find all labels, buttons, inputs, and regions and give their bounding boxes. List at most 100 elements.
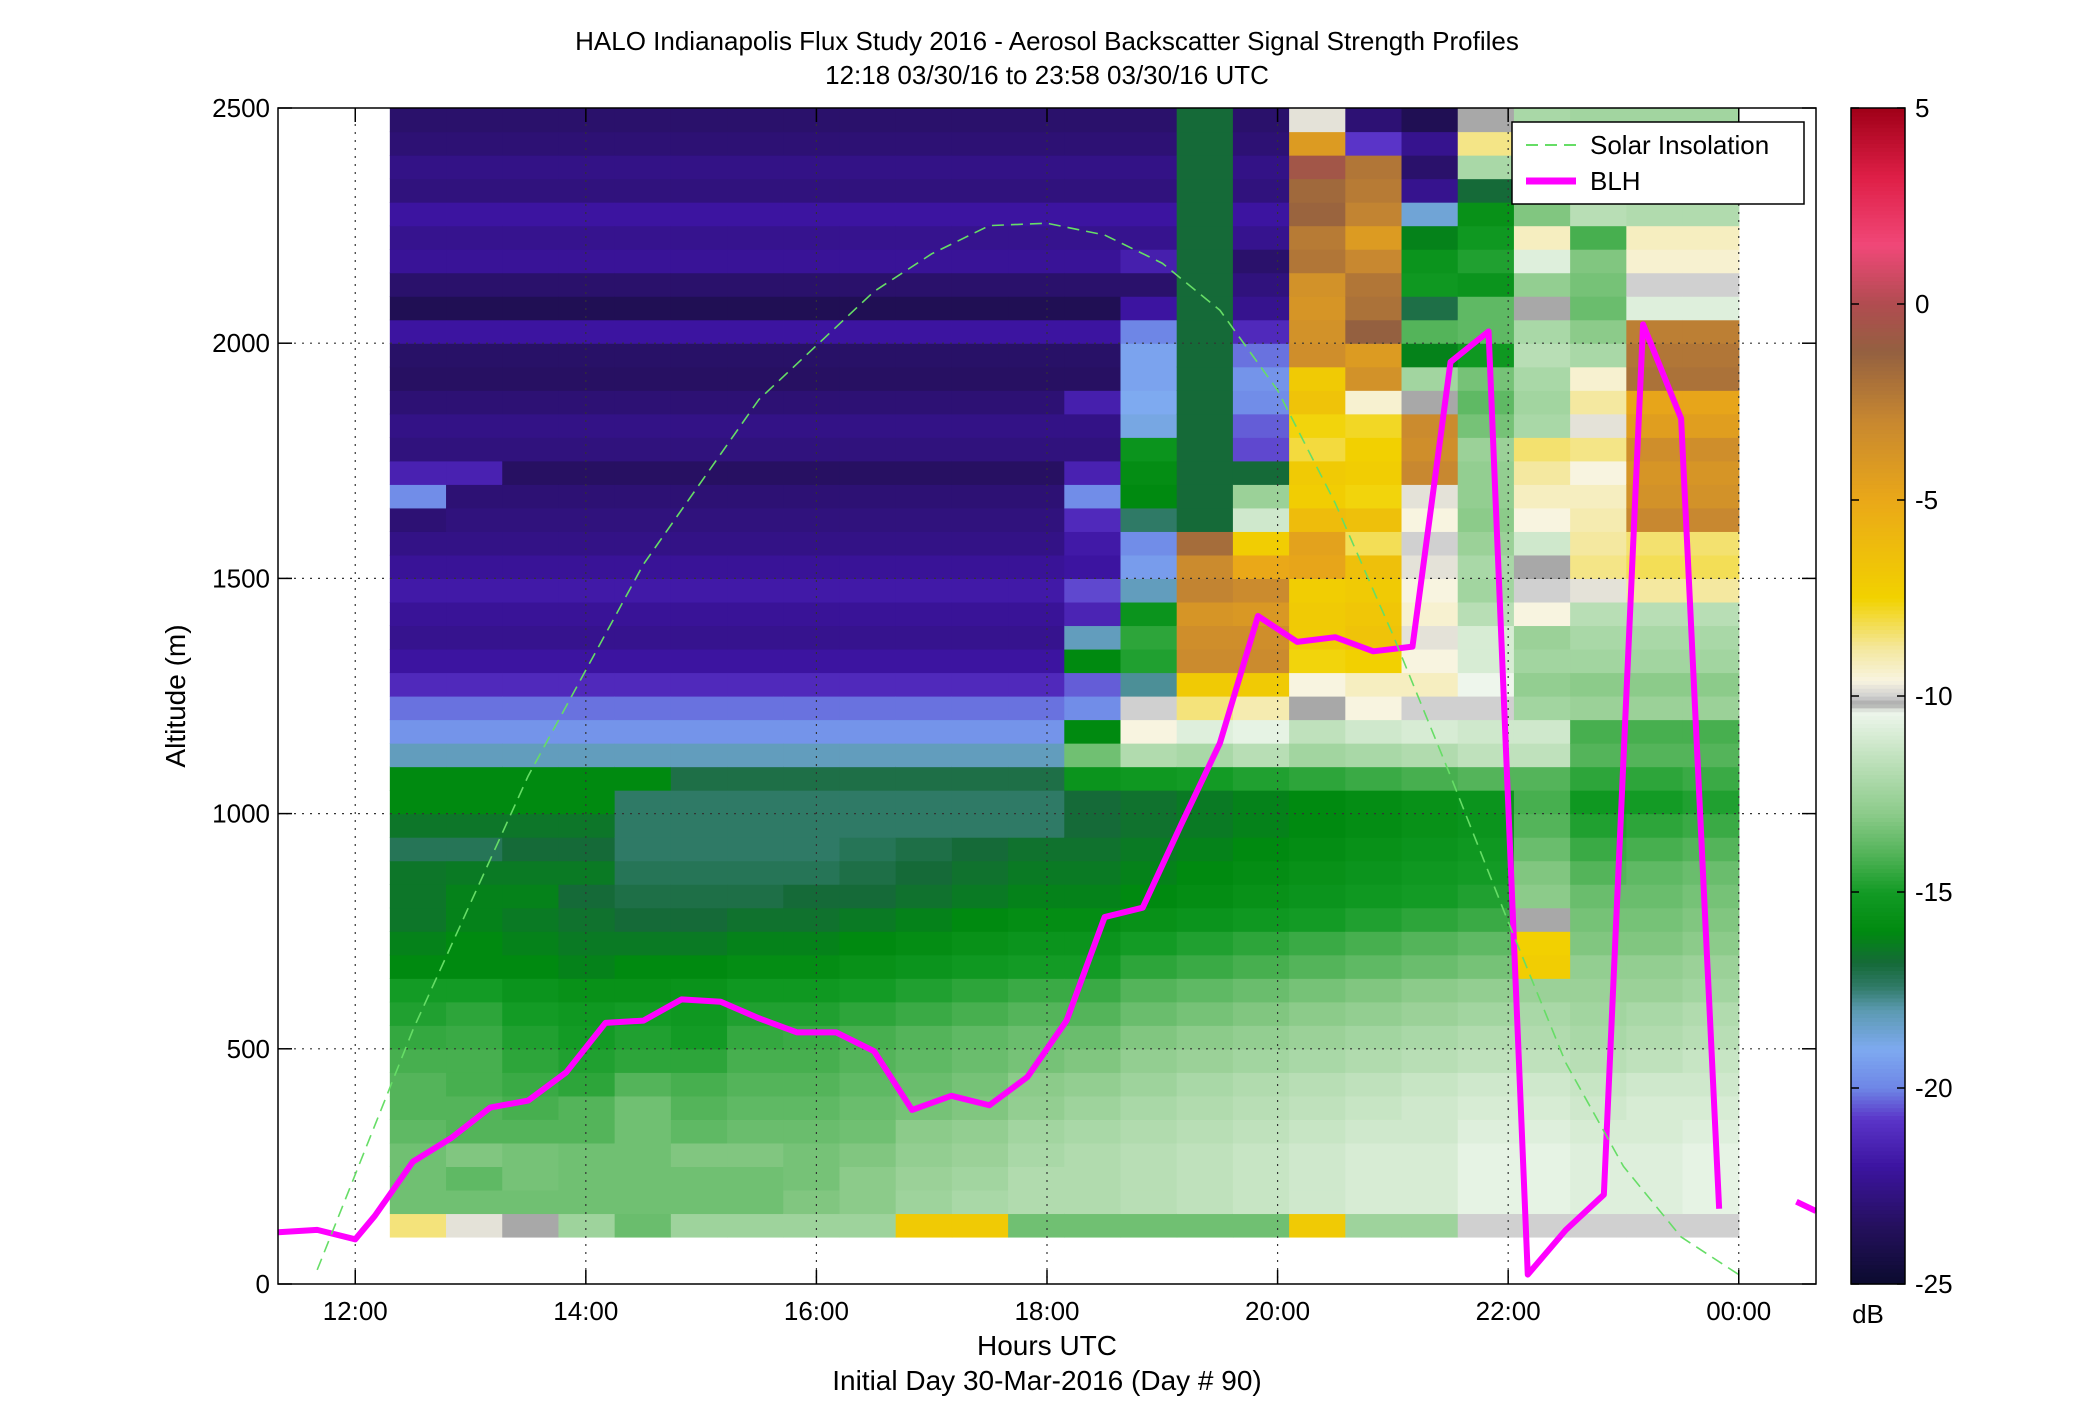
heatmap-cell [558, 978, 616, 1003]
heatmap-cell [1289, 437, 1346, 462]
heatmap-cell [1232, 366, 1290, 391]
heatmap-cell [1064, 719, 1122, 744]
colorbar-segment [1851, 1021, 1905, 1026]
heatmap-cell [727, 813, 784, 838]
heatmap-cell [1120, 1095, 1178, 1120]
heatmap-cell [389, 1048, 447, 1073]
heatmap-cell [1064, 1025, 1122, 1050]
heatmap-cell [1064, 601, 1122, 627]
colorbar-segment [1851, 1048, 1905, 1054]
heatmap-cell [1064, 672, 1122, 697]
colorbar-tick-label: -20 [1915, 1073, 1953, 1103]
heatmap [389, 108, 1740, 1238]
heatmap-cell [1176, 366, 1234, 391]
heatmap-cell [1064, 296, 1122, 321]
heatmap-cell [446, 648, 503, 674]
heatmap-cell [783, 272, 841, 297]
heatmap-cell [895, 625, 953, 650]
heatmap-cell [1289, 1142, 1346, 1167]
heatmap-cell [1064, 343, 1122, 368]
colorbar-segment [1851, 1064, 1905, 1069]
heatmap-cell [839, 108, 897, 133]
colorbar-segment [1851, 233, 1905, 238]
heatmap-cell [951, 578, 1009, 603]
colorbar-segment [1851, 613, 1905, 619]
heatmap-cell [614, 296, 672, 321]
heatmap-cell [502, 319, 560, 344]
heatmap-cell [558, 178, 616, 203]
colorbar-segment [1851, 962, 1905, 968]
heatmap-cell [783, 531, 841, 556]
colorbar-segment [1851, 1142, 1905, 1148]
x-tick-label: 22:00 [1476, 1296, 1541, 1326]
heatmap-cell [895, 954, 953, 979]
colorbar-segment [1851, 284, 1905, 289]
heatmap-cell [614, 507, 672, 532]
heatmap-cell [1457, 554, 1515, 579]
heatmap-cell [1064, 696, 1122, 721]
heatmap-cell [670, 860, 728, 885]
heatmap-cell [1064, 202, 1122, 227]
colorbar-segment [1851, 217, 1905, 223]
colorbar-segment [1851, 719, 1905, 725]
heatmap-cell [839, 202, 897, 227]
colorbar-segment [1851, 115, 1905, 121]
colorbar-segment [1851, 1244, 1905, 1250]
heatmap-cell [839, 155, 897, 180]
heatmap-cell [727, 743, 784, 768]
heatmap-cell [1289, 601, 1346, 627]
colorbar-segment [1851, 668, 1905, 674]
heatmap-cell [1232, 696, 1290, 721]
heatmap-cell [1289, 1048, 1346, 1073]
heatmap-cell [1513, 507, 1571, 532]
heatmap-cell [727, 954, 784, 979]
heatmap-cell [1513, 460, 1571, 485]
heatmap-cell [1401, 131, 1459, 156]
heatmap-cell [1064, 390, 1122, 415]
heatmap-cell [1682, 202, 1740, 227]
colorbar-segment [1851, 511, 1905, 517]
heatmap-cell [389, 813, 447, 838]
heatmap-cell [951, 743, 1009, 768]
heatmap-cell [1064, 108, 1122, 133]
heatmap-cell [614, 954, 672, 979]
colorbar-segment [1851, 398, 1905, 403]
heatmap-cell [1176, 507, 1234, 532]
heatmap-cell [670, 907, 728, 932]
heatmap-cell [1345, 437, 1403, 462]
heatmap-cell [670, 1189, 728, 1215]
heatmap-cell [727, 1025, 784, 1050]
heatmap-cell [895, 719, 953, 744]
heatmap-cell [951, 460, 1009, 485]
colorbar-segment [1851, 182, 1905, 187]
heatmap-cell [1176, 249, 1234, 274]
heatmap-cell [727, 766, 784, 791]
colorbar-segment [1851, 531, 1905, 536]
heatmap-cell [1626, 884, 1684, 909]
heatmap-cell [1120, 507, 1178, 532]
heatmap-cell [1457, 1189, 1515, 1215]
heatmap-cell [389, 366, 447, 391]
heatmap-cell [1176, 601, 1234, 627]
heatmap-cell [614, 155, 672, 180]
heatmap-cell [1401, 884, 1459, 909]
heatmap-cell [670, 1072, 728, 1097]
heatmap-cell [1008, 1142, 1065, 1167]
heatmap-cell [614, 1119, 672, 1144]
heatmap-cell [839, 766, 897, 791]
heatmap-cell [558, 319, 616, 344]
heatmap-cell [558, 507, 616, 532]
heatmap-cell [558, 1095, 616, 1120]
heatmap-cell [783, 813, 841, 838]
heatmap-cell [1289, 319, 1346, 344]
colorbar-segment [1851, 370, 1905, 376]
heatmap-cell [1513, 860, 1571, 885]
heatmap-cell [1232, 978, 1290, 1003]
heatmap-cell [895, 837, 953, 862]
heatmap-cell [1289, 343, 1346, 368]
heatmap-cell [1345, 743, 1403, 768]
heatmap-cell [446, 1048, 503, 1073]
heatmap-cell [502, 1213, 560, 1238]
heatmap-cell [951, 366, 1009, 391]
colorbar-segment [1851, 558, 1905, 564]
